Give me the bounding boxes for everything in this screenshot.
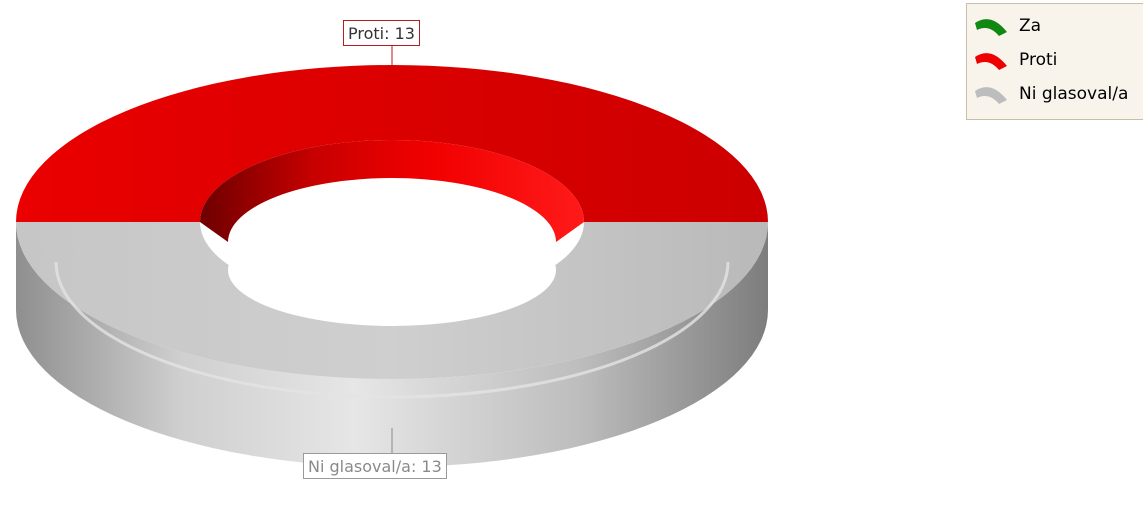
gray-arc-icon — [975, 87, 1007, 104]
rim-highlight — [54, 261, 730, 399]
slice-ni-glasoval-a — [16, 222, 768, 379]
legend-label: Ni glasoval/a — [1019, 84, 1129, 104]
inner-wall-proti — [200, 140, 584, 242]
donut-hole — [228, 214, 556, 326]
chart-legend: Za Proti Ni glasoval/a — [966, 3, 1143, 120]
red-arc-icon — [975, 53, 1007, 70]
legend-item-proti: Proti — [973, 48, 1057, 72]
data-label-proti: Proti: 13 — [343, 20, 420, 46]
legend-item-ni-glasoval: Ni glasoval/a — [973, 82, 1128, 106]
slice-proti — [16, 65, 768, 222]
data-label-ni-glasoval: Ni glasoval/a: 13 — [303, 453, 447, 479]
legend-label: Za — [1019, 16, 1042, 36]
outer-wall-ni-glasoval-a — [16, 222, 768, 467]
legend-item-za: Za — [973, 14, 1041, 38]
legend-label: Proti — [1019, 50, 1058, 70]
green-arc-icon — [975, 19, 1007, 36]
